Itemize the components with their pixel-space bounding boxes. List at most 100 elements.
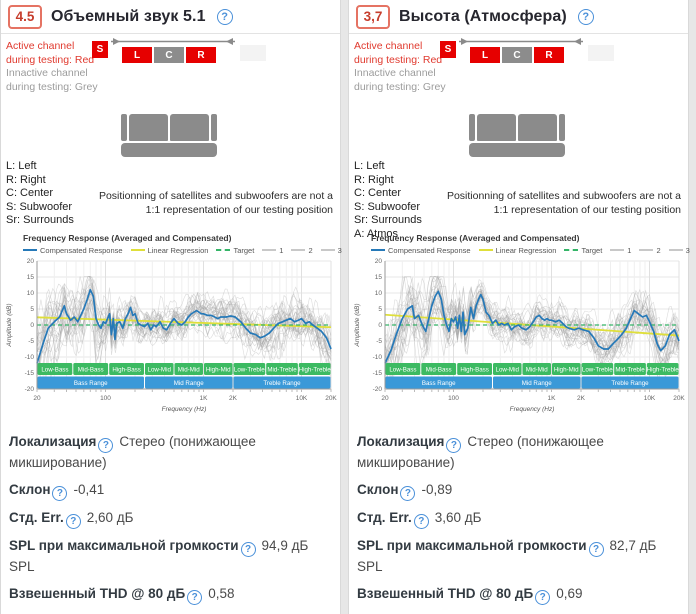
stat-row-spl-max: SPL при максимальной громкости? 94,9 дБ S… [9, 532, 332, 580]
stat-label: Локализация [9, 433, 97, 449]
stat-value: -0,41 [73, 481, 105, 497]
svg-text:Frequency (Hz): Frequency (Hz) [162, 406, 207, 413]
legend-item[interactable]: 1 [610, 246, 631, 255]
svg-text:Treble Range: Treble Range [611, 380, 649, 387]
panel-surround-51: 4.5 Объемный звук 5.1 ? Active channel d… [0, 0, 405, 614]
svg-text:20K: 20K [325, 395, 337, 402]
svg-text:10: 10 [27, 290, 35, 297]
help-icon[interactable]: ? [577, 8, 594, 25]
frequency-response-chart[interactable]: Frequency Response (Averaged and Compens… [349, 231, 690, 425]
stat-value: Стерео (понижающее микширование) [357, 433, 604, 470]
positioning-note: Positionning of satellites and subwoofer… [98, 190, 333, 216]
inactive-surround-box [588, 45, 614, 61]
stat-value: 3,60 дБ [434, 509, 482, 525]
svg-text:Amplitude (dB): Amplitude (dB) [6, 304, 13, 348]
svg-text:Bass Range: Bass Range [422, 380, 456, 387]
help-icon[interactable]: ? [52, 485, 68, 501]
svg-text:5: 5 [30, 306, 34, 313]
svg-text:15: 15 [27, 274, 35, 281]
panel-header: 3,7 Высота (Атмосфера) ? [349, 0, 688, 34]
svg-text:High-Treble: High-Treble [647, 367, 680, 374]
channel-row: L C R [122, 47, 216, 63]
chart-plot[interactable]: Low-Bass Mid-Bass High-Bass Low-Mid Mid-Mid H… [3, 256, 340, 429]
svg-text:-10: -10 [373, 354, 383, 361]
svg-text:High-Mid: High-Mid [554, 367, 579, 374]
svg-text:Low-Treble: Low-Treble [582, 367, 613, 374]
svg-text:Mid-Treble: Mid-Treble [615, 367, 645, 374]
stat-value: Стерео (понижающее микширование) [9, 433, 256, 470]
stat-label: Склон [9, 481, 51, 497]
legend-item[interactable]: Linear Regression [130, 246, 208, 255]
help-icon[interactable]: ? [400, 485, 416, 501]
stat-label: Стд. Err. [9, 509, 64, 525]
svg-text:-15: -15 [373, 370, 383, 377]
help-icon[interactable]: ? [446, 437, 462, 453]
active-channel-note: Active channel during testing: Red [6, 40, 95, 66]
svg-text:0: 0 [30, 322, 34, 329]
help-icon[interactable]: ? [240, 541, 256, 557]
svg-text:Frequency (Hz): Frequency (Hz) [510, 406, 555, 413]
svg-text:Bass Range: Bass Range [74, 380, 108, 387]
svg-text:10K: 10K [644, 395, 656, 402]
help-icon[interactable]: ? [216, 8, 233, 25]
help-icon[interactable]: ? [588, 541, 604, 557]
help-icon[interactable]: ? [98, 437, 114, 453]
svg-text:0: 0 [378, 322, 382, 329]
svg-text:15: 15 [375, 274, 383, 281]
legend-item[interactable]: Target [564, 246, 602, 255]
legend-item[interactable]: Target [216, 246, 254, 255]
svg-text:100: 100 [100, 395, 111, 402]
help-icon[interactable]: ? [413, 513, 429, 529]
svg-text:Mid Range: Mid Range [174, 380, 204, 387]
subwoofer-box: S [92, 41, 108, 58]
svg-text:1K: 1K [548, 395, 557, 402]
legend-item[interactable]: Linear Regression [478, 246, 556, 255]
svg-text:20: 20 [33, 395, 41, 402]
svg-text:Mid-Treble: Mid-Treble [267, 367, 297, 374]
svg-text:20: 20 [381, 395, 389, 402]
svg-text:Low-Treble: Low-Treble [234, 367, 265, 374]
help-icon[interactable]: ? [187, 590, 203, 605]
channel-center-box: C [502, 47, 532, 63]
help-icon[interactable]: ? [65, 513, 81, 529]
legend-line: S: Subwoofer [354, 200, 421, 213]
stat-label: SPL при максимальной громкости [9, 537, 239, 553]
inactive-channel-note: Innactive channel during testing: Grey [6, 67, 98, 93]
channel-left-box: L [122, 47, 152, 63]
legend-item[interactable]: 2 [291, 246, 313, 255]
svg-text:Mid-Bass: Mid-Bass [78, 367, 104, 374]
legend-item[interactable]: Compensated Response [371, 246, 471, 255]
legend-item[interactable]: 1 [262, 246, 283, 255]
stat-row-slope: Склон? -0,89 [357, 476, 680, 504]
svg-text:20: 20 [375, 258, 383, 265]
svg-text:2K: 2K [229, 395, 238, 402]
svg-text:-5: -5 [376, 338, 382, 345]
channel-right-box: R [186, 47, 216, 63]
channel-right-box: R [534, 47, 564, 63]
legend-item[interactable]: 2 [639, 246, 661, 255]
legend-line: Sr: Surrounds [354, 214, 422, 226]
chart-plot[interactable]: Low-Bass Mid-Bass High-Bass Low-Mid Mid-Mid H… [351, 256, 688, 429]
legend-item[interactable]: Compensated Response [23, 246, 123, 255]
svg-text:Mid-Mid: Mid-Mid [178, 367, 201, 374]
legend-line: C: Center [6, 187, 54, 199]
stat-value: -0,89 [421, 481, 453, 497]
svg-text:20K: 20K [673, 395, 685, 402]
inactive-channel-note: Innactive channel during testing: Grey [354, 67, 446, 93]
stat-value: 0,69 [556, 586, 583, 601]
stat-label: Взвешенный THD @ 80 дБ [357, 586, 534, 601]
svg-text:Low-Bass: Low-Bass [389, 367, 416, 374]
stat-row-spl-max: SPL при максимальной громкости? 82,7 дБ S… [357, 532, 680, 580]
chart-legend: Compensated Response Linear Regression Tar… [23, 244, 405, 256]
channel-notes: Active channel during testing: Red Innac… [354, 40, 446, 95]
legend-item[interactable]: 3 [320, 246, 342, 255]
svg-text:100: 100 [448, 395, 459, 402]
legend-line: C: Center [354, 187, 402, 199]
svg-text:Mid-Bass: Mid-Bass [426, 367, 452, 374]
legend-item[interactable]: 3 [668, 246, 690, 255]
svg-text:-5: -5 [28, 338, 34, 345]
help-icon[interactable]: ? [535, 590, 551, 605]
width-arrow-icon [111, 38, 235, 45]
frequency-response-chart[interactable]: Frequency Response (Averaged and Compens… [1, 231, 405, 425]
svg-text:10K: 10K [296, 395, 308, 402]
